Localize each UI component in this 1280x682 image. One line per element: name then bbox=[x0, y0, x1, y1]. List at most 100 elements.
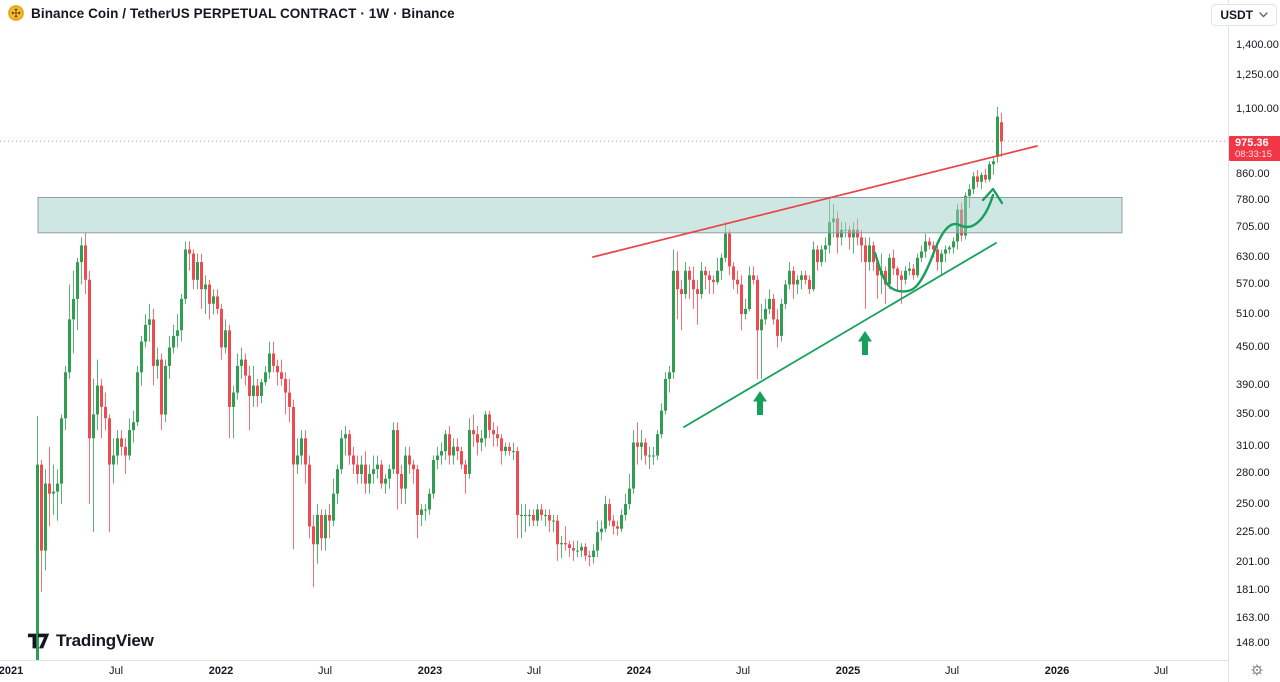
candle[interactable] bbox=[632, 430, 635, 494]
candle[interactable] bbox=[216, 289, 219, 315]
candle[interactable] bbox=[56, 469, 59, 521]
candle[interactable] bbox=[240, 347, 243, 379]
candle[interactable] bbox=[520, 504, 523, 539]
candle[interactable] bbox=[716, 257, 719, 285]
candle[interactable] bbox=[284, 372, 287, 415]
candle[interactable] bbox=[180, 294, 183, 342]
candle[interactable] bbox=[460, 446, 463, 470]
candle[interactable] bbox=[568, 540, 571, 557]
candle[interactable] bbox=[88, 270, 91, 505]
candle[interactable] bbox=[264, 365, 267, 386]
candle[interactable] bbox=[200, 253, 203, 309]
candle[interactable] bbox=[764, 298, 767, 325]
candle[interactable] bbox=[780, 298, 783, 342]
candle[interactable] bbox=[176, 314, 179, 348]
candle[interactable] bbox=[420, 504, 423, 527]
candle[interactable] bbox=[368, 464, 371, 494]
candle[interactable] bbox=[120, 430, 123, 456]
candle[interactable] bbox=[500, 434, 503, 465]
candle[interactable] bbox=[616, 520, 619, 536]
candle[interactable] bbox=[680, 279, 683, 331]
candle[interactable] bbox=[532, 509, 535, 527]
candle[interactable] bbox=[512, 442, 515, 461]
candle[interactable] bbox=[884, 266, 887, 304]
candle[interactable] bbox=[524, 504, 527, 533]
candle[interactable] bbox=[704, 266, 707, 290]
candle[interactable] bbox=[584, 543, 587, 561]
candle[interactable] bbox=[660, 403, 663, 439]
candle[interactable] bbox=[188, 241, 191, 271]
candle[interactable] bbox=[928, 237, 931, 250]
candle[interactable] bbox=[280, 359, 283, 386]
candle[interactable] bbox=[708, 270, 711, 294]
up-arrow-marker[interactable] bbox=[753, 391, 767, 415]
candle[interactable] bbox=[944, 245, 947, 263]
candle[interactable] bbox=[312, 515, 315, 588]
candle[interactable] bbox=[640, 430, 643, 460]
candle[interactable] bbox=[260, 378, 263, 404]
candle[interactable] bbox=[320, 509, 323, 551]
candle[interactable] bbox=[400, 464, 403, 505]
candle[interactable] bbox=[292, 399, 295, 550]
candle[interactable] bbox=[484, 410, 487, 447]
candle[interactable] bbox=[872, 241, 875, 271]
candle[interactable] bbox=[252, 365, 255, 407]
candle[interactable] bbox=[564, 526, 567, 551]
candle[interactable] bbox=[972, 171, 975, 195]
candle[interactable] bbox=[920, 245, 923, 263]
candle[interactable] bbox=[988, 161, 991, 182]
candle[interactable] bbox=[228, 324, 231, 439]
candle[interactable] bbox=[156, 347, 159, 379]
candle[interactable] bbox=[204, 275, 207, 315]
candle[interactable] bbox=[480, 430, 483, 452]
candle[interactable] bbox=[140, 335, 143, 386]
candle[interactable] bbox=[272, 341, 275, 373]
candle[interactable] bbox=[580, 543, 583, 557]
candle[interactable] bbox=[808, 275, 811, 294]
candle[interactable] bbox=[752, 266, 755, 285]
candle[interactable] bbox=[144, 314, 147, 348]
time-axis[interactable]: 2021 Jul 2022 Jul 2023 Jul 2024 Jul 2025 Jul 2026 J… bbox=[0, 660, 1280, 682]
candle[interactable] bbox=[772, 294, 775, 325]
candle[interactable] bbox=[912, 264, 915, 280]
candle[interactable] bbox=[504, 442, 507, 456]
candle[interactable] bbox=[688, 266, 691, 299]
candle[interactable] bbox=[472, 414, 475, 447]
candle[interactable] bbox=[648, 446, 651, 470]
candle[interactable] bbox=[560, 535, 563, 559]
candle[interactable] bbox=[540, 504, 543, 521]
candle[interactable] bbox=[652, 446, 655, 465]
candle[interactable] bbox=[628, 473, 631, 510]
candle[interactable] bbox=[372, 455, 375, 484]
candle[interactable] bbox=[444, 430, 447, 460]
candle[interactable] bbox=[424, 504, 427, 521]
candle[interactable] bbox=[408, 446, 411, 474]
candle[interactable] bbox=[152, 308, 155, 386]
candle[interactable] bbox=[788, 262, 791, 290]
candle[interactable] bbox=[388, 464, 391, 489]
candle[interactable] bbox=[712, 275, 715, 294]
candle[interactable] bbox=[896, 266, 899, 292]
candle[interactable] bbox=[672, 249, 675, 379]
candle[interactable] bbox=[556, 515, 559, 561]
candle[interactable] bbox=[316, 504, 319, 564]
candle[interactable] bbox=[464, 460, 467, 494]
candle[interactable] bbox=[820, 245, 823, 267]
candle[interactable] bbox=[360, 455, 363, 484]
candle[interactable] bbox=[436, 446, 439, 470]
candle[interactable] bbox=[664, 372, 667, 415]
candle[interactable] bbox=[604, 495, 607, 533]
candle[interactable] bbox=[952, 237, 955, 254]
candle[interactable] bbox=[980, 172, 983, 190]
candle[interactable] bbox=[816, 245, 819, 271]
candle[interactable] bbox=[76, 257, 79, 331]
candle[interactable] bbox=[492, 422, 495, 447]
candle[interactable] bbox=[740, 275, 743, 331]
candle[interactable] bbox=[276, 359, 279, 386]
candle[interactable] bbox=[516, 446, 519, 539]
candle[interactable] bbox=[596, 520, 599, 557]
tradingview-logo[interactable]: TradingView bbox=[27, 631, 154, 651]
candle[interactable] bbox=[108, 414, 111, 533]
candle[interactable] bbox=[364, 451, 367, 494]
candle[interactable] bbox=[248, 365, 251, 431]
